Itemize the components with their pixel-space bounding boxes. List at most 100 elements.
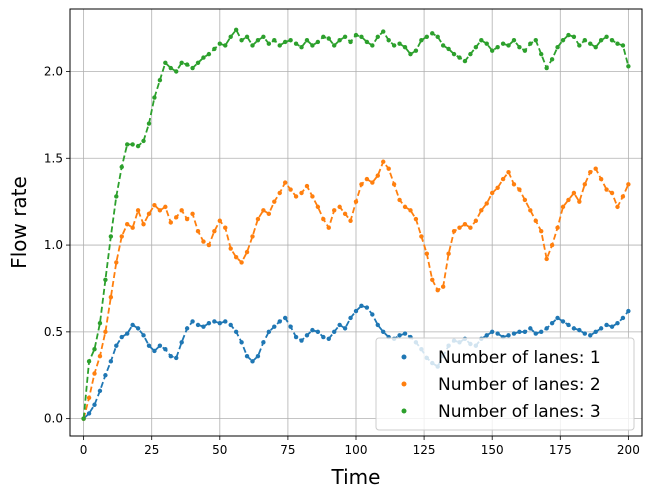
data-point [522, 329, 528, 335]
data-point [609, 324, 615, 329]
data-point [381, 29, 386, 34]
data-point [233, 329, 239, 335]
data-point [462, 222, 468, 227]
data-point [326, 336, 331, 341]
data-point [517, 187, 522, 192]
data-point [446, 46, 451, 52]
data-point [332, 329, 337, 335]
data-point [146, 343, 152, 348]
data-point [135, 326, 141, 331]
data-point [332, 208, 337, 213]
data-point [473, 44, 479, 50]
data-point [577, 199, 582, 204]
data-point [604, 322, 609, 328]
data-point [119, 334, 124, 340]
data-point [125, 331, 130, 336]
data-point [381, 329, 386, 335]
data-point [609, 190, 615, 196]
data-point [397, 197, 402, 203]
data-point [359, 34, 364, 39]
data-point [195, 60, 201, 66]
data-point [451, 51, 457, 57]
data-point [239, 340, 244, 345]
data-point [440, 43, 446, 48]
data-point [522, 197, 528, 203]
data-point [315, 204, 321, 210]
data-point [500, 41, 506, 46]
data-point [179, 340, 184, 345]
data-point [386, 38, 391, 43]
data-point [92, 402, 97, 407]
data-point [560, 319, 566, 324]
data-point [119, 164, 124, 170]
data-point [375, 322, 380, 328]
data-point [533, 218, 538, 223]
data-point [244, 34, 250, 39]
data-point [375, 173, 380, 178]
y-tick-label: 0.0 [44, 412, 63, 426]
data-point [479, 208, 484, 213]
data-point [212, 228, 217, 234]
data-point [506, 169, 511, 175]
data-point [277, 190, 282, 196]
y-axis-title: Flow rate [7, 176, 31, 269]
data-point [408, 51, 413, 57]
data-point [609, 38, 615, 43]
data-point [250, 359, 255, 364]
data-point [315, 329, 321, 335]
data-point [555, 225, 560, 230]
data-point [484, 201, 489, 206]
data-point [174, 355, 179, 361]
data-point [255, 38, 261, 43]
data-point [228, 246, 233, 251]
data-point [108, 234, 114, 239]
data-point [555, 315, 560, 321]
data-point [206, 320, 212, 326]
data-point [588, 41, 593, 46]
data-point [157, 343, 163, 348]
data-point [190, 211, 195, 217]
data-point [544, 65, 549, 71]
x-tick-label: 125 [413, 443, 436, 457]
data-point [233, 27, 239, 33]
series-2 [81, 159, 631, 421]
data-point [337, 322, 342, 328]
data-point [135, 143, 141, 149]
x-tick-label: 175 [549, 443, 572, 457]
data-point [424, 34, 430, 39]
data-point [272, 324, 277, 329]
data-point [381, 159, 386, 164]
data-point [141, 333, 146, 338]
data-point [539, 228, 544, 234]
data-point [582, 182, 587, 187]
data-point [255, 216, 261, 222]
data-point [511, 38, 517, 43]
data-point [528, 208, 533, 213]
data-point [402, 44, 408, 50]
data-point [288, 38, 293, 43]
axis-ticks: 0 25 50 75 100 125 150 175 200 0.0 0.5 1.0 1.5 2.0 [44, 64, 640, 457]
data-point [484, 41, 489, 46]
data-point [588, 333, 593, 338]
data-point [511, 182, 517, 187]
data-point [571, 190, 577, 196]
data-point [261, 208, 266, 213]
data-point [152, 348, 157, 354]
data-point [277, 43, 282, 48]
legend-label: Number of lanes: 3 [438, 402, 601, 422]
data-point [435, 288, 440, 293]
data-point [86, 395, 92, 401]
data-point [604, 34, 609, 39]
data-point [125, 222, 130, 227]
data-point [435, 34, 440, 39]
data-point [424, 251, 430, 256]
data-point [266, 41, 272, 46]
data-point [282, 39, 288, 45]
data-point [103, 329, 108, 335]
data-point [626, 182, 631, 187]
x-tick-label: 100 [345, 443, 368, 457]
data-point [397, 333, 402, 338]
data-point [533, 331, 538, 336]
data-point [277, 319, 282, 324]
data-point [462, 58, 468, 64]
